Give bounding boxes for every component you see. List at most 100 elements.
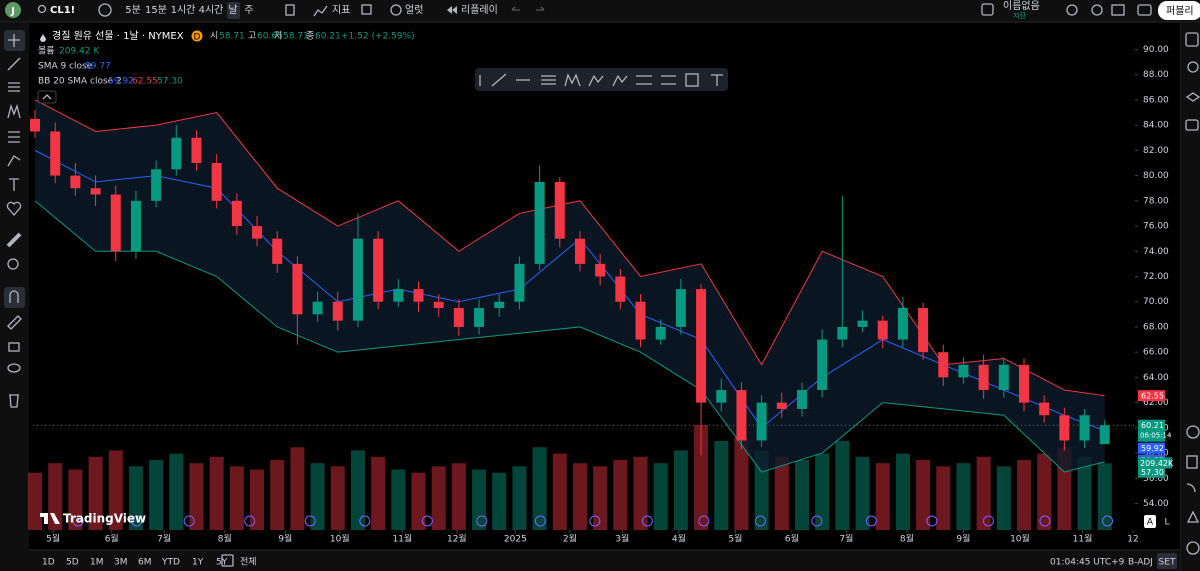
volume-bar bbox=[855, 456, 870, 530]
add-symbol[interactable] bbox=[98, 3, 112, 17]
redo[interactable] bbox=[536, 6, 545, 11]
event-marker[interactable] bbox=[421, 515, 433, 527]
event-marker[interactable] bbox=[982, 515, 994, 527]
interval[interactable]: 1시간 bbox=[171, 4, 196, 16]
range-button[interactable]: YTD bbox=[161, 558, 180, 568]
pattern-tool[interactable] bbox=[7, 103, 21, 119]
alerts[interactable]: 얼럿 bbox=[405, 4, 423, 16]
event-marker[interactable] bbox=[534, 515, 546, 527]
open-label: 시 bbox=[210, 31, 218, 42]
date-range-icon[interactable] bbox=[221, 554, 234, 567]
y-tick-label: 72.00 bbox=[1143, 272, 1169, 282]
event-marker[interactable] bbox=[865, 515, 877, 527]
range-button[interactable]: 전체 bbox=[240, 557, 257, 568]
settings[interactable] bbox=[1091, 4, 1103, 16]
crosshair-tool[interactable] bbox=[8, 34, 20, 47]
event-marker[interactable] bbox=[589, 515, 601, 527]
event-marker[interactable] bbox=[131, 515, 143, 527]
log-scale[interactable]: L bbox=[1164, 518, 1169, 528]
measure-tool[interactable] bbox=[6, 232, 22, 248]
avatar[interactable] bbox=[5, 2, 21, 18]
candle-body bbox=[655, 326, 666, 340]
drawing-toolbar-icons[interactable] bbox=[479, 73, 723, 87]
candle-body bbox=[474, 308, 485, 327]
quick-search[interactable] bbox=[1066, 4, 1078, 16]
x-tick-label: 6월 bbox=[105, 533, 119, 545]
interval[interactable]: 날 bbox=[228, 4, 237, 16]
volume-bar bbox=[512, 466, 527, 530]
fib-tool[interactable] bbox=[8, 82, 20, 92]
draw-mode-tool[interactable] bbox=[7, 315, 22, 330]
event-marker[interactable] bbox=[754, 515, 766, 527]
event-marker[interactable] bbox=[698, 515, 710, 527]
publish: 퍼블리 bbox=[1166, 5, 1194, 17]
alert-icon[interactable] bbox=[390, 4, 402, 16]
event-marker[interactable] bbox=[244, 515, 256, 527]
volume-bar bbox=[593, 466, 608, 530]
volume-bar bbox=[532, 447, 547, 530]
delete-tool[interactable] bbox=[9, 394, 19, 408]
x-tick-label: 12 bbox=[1127, 535, 1138, 545]
layout-icon[interactable] bbox=[981, 3, 994, 16]
indicators[interactable]: 지표 bbox=[332, 4, 350, 16]
range-button[interactable]: 5D bbox=[66, 558, 79, 568]
event-marker[interactable] bbox=[304, 515, 316, 527]
search-icon[interactable] bbox=[37, 4, 47, 14]
publish-button[interactable] bbox=[1158, 1, 1200, 20]
forecast-tool[interactable] bbox=[8, 131, 20, 143]
undo[interactable] bbox=[511, 6, 520, 11]
event-marker[interactable] bbox=[359, 515, 371, 527]
magnet-tool[interactable] bbox=[9, 290, 19, 303]
volume-bar bbox=[209, 456, 224, 530]
candle-body bbox=[433, 301, 444, 309]
zoom-tool[interactable] bbox=[7, 258, 19, 270]
interval[interactable]: 4시간 bbox=[199, 4, 224, 16]
auto-scale-bg[interactable] bbox=[1144, 515, 1156, 528]
collapse-legend[interactable] bbox=[37, 90, 57, 104]
chart-type-icon[interactable] bbox=[285, 4, 295, 16]
favorites-tool[interactable] bbox=[6, 201, 22, 216]
volume-bar bbox=[108, 450, 123, 530]
volume-bar bbox=[128, 466, 143, 530]
x-tick-label: 11월 bbox=[392, 533, 412, 545]
range-button[interactable]: 1M bbox=[90, 558, 104, 568]
snapshot[interactable] bbox=[1137, 4, 1152, 16]
candle-body bbox=[796, 390, 807, 409]
range-button[interactable]: 1D bbox=[42, 558, 55, 568]
fullscreen[interactable] bbox=[1111, 4, 1125, 16]
event-marker[interactable] bbox=[476, 515, 488, 527]
symbol[interactable]: CL1! bbox=[50, 5, 75, 16]
session[interactable]: SET bbox=[1159, 558, 1176, 568]
y-tick-label: 76.00 bbox=[1143, 222, 1169, 232]
candle-body bbox=[70, 175, 81, 189]
replay-icon[interactable] bbox=[447, 6, 457, 14]
replay[interactable]: 리플레이 bbox=[461, 4, 498, 16]
volume-bar bbox=[734, 437, 749, 530]
interval[interactable]: 5분 bbox=[125, 4, 141, 16]
price-tag-label: 57.30 bbox=[1141, 468, 1164, 477]
templates-icon[interactable] bbox=[361, 4, 372, 15]
high-label: 고 bbox=[248, 32, 256, 42]
brush-tool[interactable] bbox=[7, 155, 21, 167]
event-marker[interactable] bbox=[1102, 515, 1114, 527]
event-marker[interactable] bbox=[1039, 515, 1051, 527]
text-tool[interactable] bbox=[9, 178, 19, 191]
layout-name[interactable]: 이름없음 bbox=[1003, 0, 1040, 12]
lock-tool[interactable] bbox=[8, 342, 20, 352]
range-button[interactable]: 6M bbox=[138, 558, 152, 568]
event-marker[interactable] bbox=[811, 515, 823, 527]
interval[interactable]: 15분 bbox=[145, 4, 167, 16]
event-marker[interactable] bbox=[183, 515, 195, 527]
adjustment[interactable]: B-ADJ bbox=[1128, 558, 1153, 568]
event-marker[interactable] bbox=[72, 515, 84, 527]
indicators-icon[interactable] bbox=[313, 5, 328, 17]
range-button[interactable]: 3M bbox=[114, 558, 128, 568]
event-marker[interactable] bbox=[926, 515, 938, 527]
sidebar-icons[interactable] bbox=[1185, 32, 1200, 555]
trendline-tool[interactable] bbox=[7, 57, 21, 71]
event-marker[interactable] bbox=[641, 515, 653, 527]
range-button[interactable]: 1Y bbox=[192, 558, 204, 568]
interval[interactable]: 주 bbox=[244, 5, 253, 16]
candle-body bbox=[352, 238, 363, 321]
hide-tool[interactable] bbox=[7, 363, 21, 373]
